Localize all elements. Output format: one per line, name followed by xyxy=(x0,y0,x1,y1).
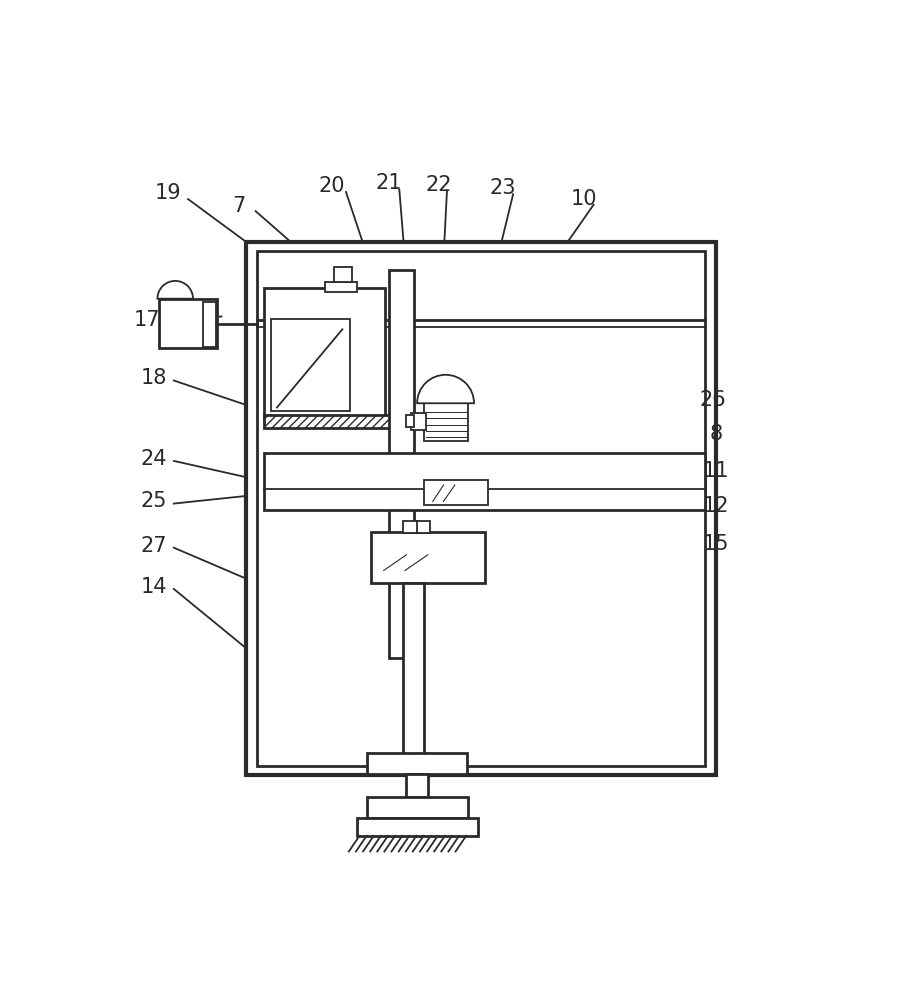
Bar xyxy=(424,402,468,441)
Text: 19: 19 xyxy=(155,183,182,203)
Text: 8: 8 xyxy=(710,424,722,444)
Bar xyxy=(325,282,356,292)
Bar xyxy=(203,302,216,347)
Text: 27: 27 xyxy=(140,536,167,556)
Bar xyxy=(407,774,428,797)
Text: 11: 11 xyxy=(702,461,729,481)
Bar xyxy=(334,267,352,282)
Text: 17: 17 xyxy=(133,310,160,330)
Text: 18: 18 xyxy=(140,368,167,388)
Text: 12: 12 xyxy=(702,496,729,516)
Bar xyxy=(246,242,716,775)
Text: 22: 22 xyxy=(425,175,452,195)
Text: 20: 20 xyxy=(319,176,345,196)
Text: 26: 26 xyxy=(699,390,726,410)
Bar xyxy=(424,480,488,505)
Bar xyxy=(257,251,705,766)
Bar xyxy=(357,818,477,836)
Text: 14: 14 xyxy=(140,577,167,597)
Bar xyxy=(371,532,485,583)
Text: 23: 23 xyxy=(489,178,516,198)
Bar xyxy=(272,319,350,411)
Bar xyxy=(403,521,419,533)
Bar xyxy=(403,583,424,754)
Bar xyxy=(388,270,414,658)
Bar xyxy=(411,413,426,430)
Text: 24: 24 xyxy=(140,449,167,469)
Bar xyxy=(264,453,705,510)
Text: 15: 15 xyxy=(702,534,729,554)
Bar xyxy=(367,753,467,774)
Wedge shape xyxy=(417,375,474,403)
Bar xyxy=(367,797,468,818)
Bar xyxy=(159,299,218,348)
Bar xyxy=(264,288,386,420)
Text: 7: 7 xyxy=(232,196,246,216)
Text: 25: 25 xyxy=(140,491,167,511)
Text: 21: 21 xyxy=(375,173,402,193)
Text: 10: 10 xyxy=(571,189,598,209)
Bar xyxy=(407,415,414,427)
Bar xyxy=(417,521,430,533)
Wedge shape xyxy=(158,281,193,299)
Bar xyxy=(264,415,460,428)
